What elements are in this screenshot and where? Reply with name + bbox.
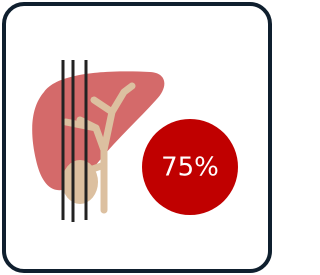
icon-card: 75% [0,0,274,275]
percent-label: 75% [161,153,219,183]
